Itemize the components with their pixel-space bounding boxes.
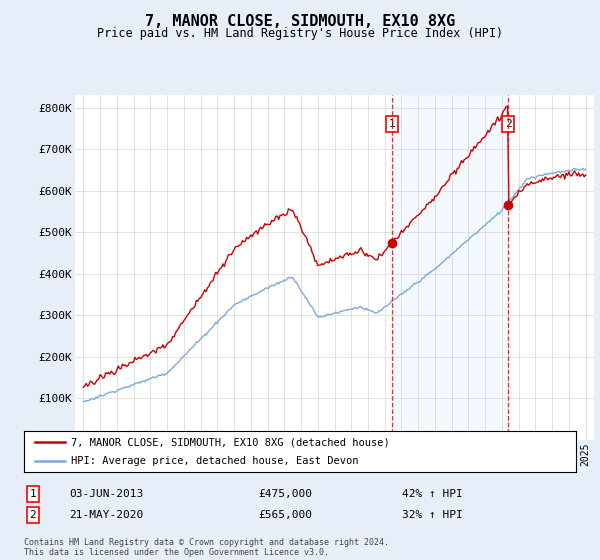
- Text: 03-JUN-2013: 03-JUN-2013: [69, 489, 143, 499]
- Text: 2: 2: [29, 510, 37, 520]
- Bar: [392, 95, 508, 440]
- Text: 32% ↑ HPI: 32% ↑ HPI: [402, 510, 463, 520]
- Text: 21-MAY-2020: 21-MAY-2020: [69, 510, 143, 520]
- Text: HPI: Average price, detached house, East Devon: HPI: Average price, detached house, East…: [71, 456, 358, 465]
- Text: 42% ↑ HPI: 42% ↑ HPI: [402, 489, 463, 499]
- Text: Price paid vs. HM Land Registry's House Price Index (HPI): Price paid vs. HM Land Registry's House …: [97, 27, 503, 40]
- Text: 1: 1: [29, 489, 37, 499]
- Text: Contains HM Land Registry data © Crown copyright and database right 2024.
This d: Contains HM Land Registry data © Crown c…: [24, 538, 389, 557]
- Text: 7, MANOR CLOSE, SIDMOUTH, EX10 8XG (detached house): 7, MANOR CLOSE, SIDMOUTH, EX10 8XG (deta…: [71, 437, 389, 447]
- Text: £565,000: £565,000: [258, 510, 312, 520]
- Text: 7, MANOR CLOSE, SIDMOUTH, EX10 8XG: 7, MANOR CLOSE, SIDMOUTH, EX10 8XG: [145, 14, 455, 29]
- Text: £475,000: £475,000: [258, 489, 312, 499]
- Text: 1: 1: [388, 119, 395, 129]
- Text: 2: 2: [505, 119, 512, 129]
